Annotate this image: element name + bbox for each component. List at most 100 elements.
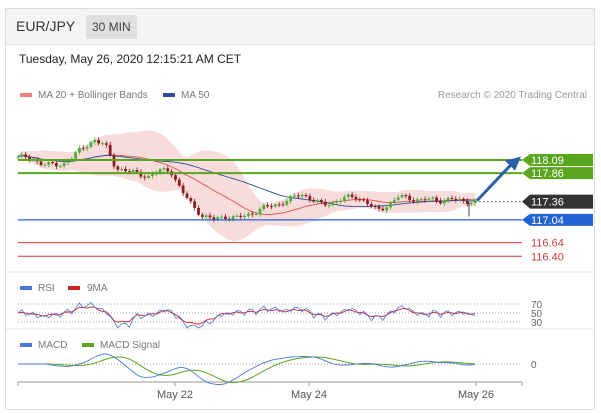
candle-body <box>285 201 289 205</box>
candle-body <box>200 214 204 217</box>
macd-level-0: 0 <box>531 360 537 371</box>
candle-body <box>277 204 281 206</box>
candle-body <box>181 185 185 194</box>
candle-body <box>62 162 66 167</box>
candle-body <box>373 206 377 208</box>
current-price-tag <box>522 194 593 209</box>
candle-body <box>412 200 415 202</box>
candle-body <box>247 213 250 216</box>
chart-datetime: Tuesday, May 26, 2020 12:15:21 AM CET <box>19 52 242 66</box>
candle-body <box>389 202 392 208</box>
candle-body <box>262 205 266 209</box>
candle-body <box>66 161 70 163</box>
rsi-line <box>17 301 476 329</box>
candle-body <box>166 168 170 172</box>
candle-body <box>304 194 308 197</box>
candle-body <box>116 166 120 170</box>
candle-body <box>20 154 24 157</box>
candle-body <box>135 170 139 172</box>
candle-body <box>442 200 446 204</box>
candle-body <box>235 215 239 217</box>
level-label-117.04: 117.04 <box>531 215 564 227</box>
chart-header: EUR/JPY 30 MIN <box>6 9 594 45</box>
rsi-level-30: 30 <box>531 318 543 329</box>
candle-body <box>377 206 381 209</box>
source-credit: Research © 2020 Trading Central <box>438 90 587 101</box>
candle-body <box>74 152 78 159</box>
candle-body <box>208 215 212 218</box>
candle-body <box>469 203 473 205</box>
candle-body <box>158 169 162 174</box>
candle-body <box>250 213 254 215</box>
candle-body <box>147 175 150 178</box>
candle-body <box>289 196 293 202</box>
candle-body <box>89 142 93 147</box>
candle-body <box>316 200 319 202</box>
candle-body <box>220 216 223 218</box>
candle-body <box>174 175 177 180</box>
level-tag-117.04 <box>522 213 593 226</box>
candle-body <box>85 146 89 149</box>
candle-body <box>396 197 400 200</box>
candle-body <box>312 199 316 202</box>
candle-body <box>51 162 54 164</box>
candle-body <box>450 197 454 199</box>
candle-body <box>358 199 362 201</box>
chart-widget: EUR/JPY 30 MIN Tuesday, May 26, 2020 12:… <box>5 8 595 410</box>
candle-body <box>151 174 154 176</box>
x-tick-may22: May 22 <box>157 389 193 401</box>
level-label-118.09: 118.09 <box>531 155 564 167</box>
projection-arrow-head <box>505 156 521 171</box>
legend-swatch-macd <box>20 343 32 347</box>
candle-body <box>177 179 181 186</box>
candle-body <box>58 166 62 168</box>
level-label-117.86: 117.86 <box>531 168 564 180</box>
candle-body <box>458 198 462 200</box>
candle-body <box>431 197 435 199</box>
candle-body <box>339 201 342 203</box>
legend-swatch-ma-bollinger <box>20 93 32 97</box>
candle-body <box>197 207 200 215</box>
candle-body <box>204 215 208 217</box>
candle-body <box>93 140 97 143</box>
rsi-level-50: 50 <box>531 309 543 320</box>
candle-body <box>281 204 285 206</box>
candle-body <box>101 143 104 145</box>
candle-body <box>78 148 81 153</box>
timeframe-button[interactable]: 30 MIN <box>86 15 137 39</box>
candle-body <box>381 208 385 211</box>
candle-body <box>16 156 20 158</box>
candle-body <box>143 176 147 178</box>
legend-swatch-rsi-ma <box>68 286 80 290</box>
candle-body <box>335 201 339 203</box>
bollinger-band <box>18 130 475 241</box>
legend-swatch-macd-signal <box>82 343 94 347</box>
macd-line <box>18 353 476 385</box>
candle-body <box>296 195 300 197</box>
candle-body <box>239 215 243 218</box>
x-tick-may24: May 24 <box>291 389 327 401</box>
currency-pair: EUR/JPY <box>16 18 76 34</box>
candle-body <box>350 194 354 198</box>
candle-body <box>189 197 193 202</box>
candle-body <box>162 168 166 170</box>
candle-body <box>139 171 143 177</box>
candle-body <box>323 201 327 206</box>
ma50-line <box>17 154 476 208</box>
legend-macd: MACD <box>38 340 67 351</box>
candle-body <box>108 144 112 156</box>
candle-body <box>24 154 28 157</box>
candle-body <box>97 140 101 144</box>
legend-rsi: RSI <box>38 283 55 294</box>
candle-body <box>293 195 296 197</box>
candle-body <box>366 200 369 205</box>
candle-body <box>415 199 419 202</box>
candle-body <box>55 163 58 167</box>
candle-body <box>331 202 335 206</box>
candle-body <box>392 199 396 203</box>
candle-body <box>462 198 465 201</box>
candle-body <box>216 217 220 220</box>
level-label-116.64: 116.64 <box>531 238 564 250</box>
candle-body <box>131 170 135 172</box>
